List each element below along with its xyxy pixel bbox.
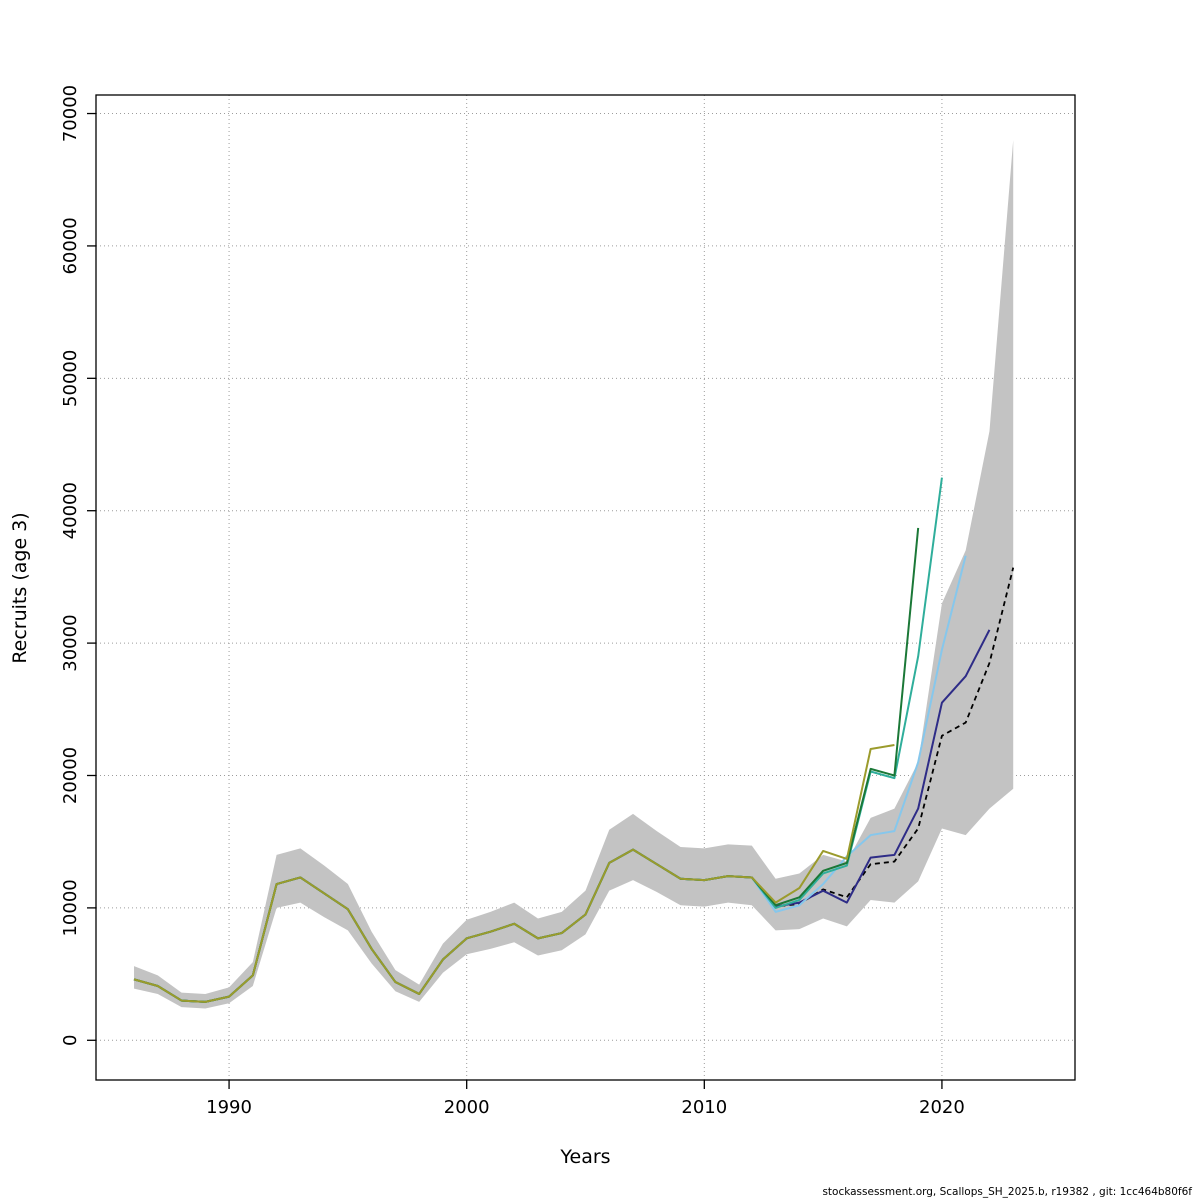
y-tick-label: 20000 [60,747,81,804]
y-tick-label: 60000 [60,217,81,274]
y-tick-label: 30000 [60,614,81,671]
source-caption: stockassessment.org, Scallops_SH_2025.b,… [822,1186,1192,1198]
x-tick-label: 2000 [444,1097,490,1118]
x-axis-title: Years [560,1146,611,1168]
y-axis-title: Recruits (age 3) [9,512,31,664]
y-tick-label: 0 [60,1035,81,1046]
x-tick-label: 1990 [206,1097,252,1118]
y-tick-label: 10000 [60,879,81,936]
y-tick-label: 50000 [60,350,81,407]
y-tick-label: 40000 [60,482,81,539]
y-tick-label: 70000 [60,85,81,142]
confidence-band [134,140,1014,1009]
x-tick-label: 2020 [919,1097,965,1118]
series-line-retro-peel-2018 [133,744,895,1003]
plot-frame [95,94,1076,1081]
x-tick-label: 2010 [681,1097,727,1118]
